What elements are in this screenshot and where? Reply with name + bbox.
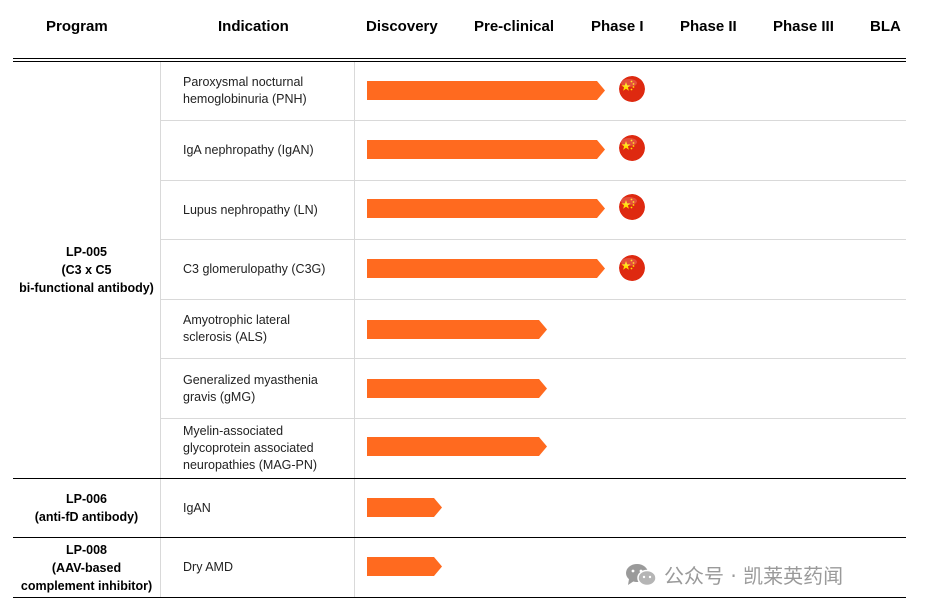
- indication-gmg: Generalized myasthenia gravis (gMG): [183, 372, 318, 404]
- indication-igan: IgA nephropathy (IgAN): [183, 143, 314, 157]
- progress-arrow-lp006-igan: [367, 498, 442, 517]
- header-preclinical: Pre-clinical: [474, 18, 555, 35]
- progress-arrow-pnh: [367, 81, 605, 100]
- header-discovery: Discovery: [366, 18, 438, 35]
- row-divider: [160, 299, 906, 300]
- header-rule: [13, 61, 906, 62]
- indication-c3g: C3 glomerulopathy (C3G): [183, 262, 326, 276]
- column-divider: [354, 62, 355, 598]
- program-divider: [13, 537, 906, 538]
- china-flag-icon: [619, 255, 645, 281]
- indication-lp006-igan: IgAN: [183, 500, 211, 515]
- progress-arrow-mag-pn: [367, 437, 547, 456]
- table-bottom-rule: [13, 597, 906, 598]
- header-rule: [13, 58, 906, 59]
- china-flag-icon: [619, 194, 645, 220]
- program-lp-006: LP-006 (anti-fD antibody): [34, 492, 139, 524]
- header-phase-2: Phase II: [680, 18, 737, 35]
- header-phase-3: Phase III: [773, 18, 834, 35]
- china-flag-icon: [619, 135, 645, 161]
- program-lp-005: LP-005 (C3 x C5 bi-functional antibody): [19, 245, 154, 295]
- header-indication: Indication: [218, 18, 289, 35]
- progress-arrow-als: [367, 320, 547, 339]
- row-divider: [160, 120, 906, 121]
- indication-als: Amyotrophic lateral sclerosis (ALS): [183, 313, 290, 344]
- row-divider: [160, 180, 906, 181]
- china-flag-icon: [619, 76, 645, 102]
- watermark: 公众号 · 凯莱英药闻: [624, 560, 843, 589]
- row-divider: [160, 239, 906, 240]
- header-bla: BLA: [870, 18, 901, 35]
- program-divider: [13, 478, 906, 479]
- progress-arrow-ln: [367, 199, 605, 218]
- progress-arrow-dry-amd: [367, 557, 442, 576]
- progress-arrow-igan: [367, 140, 605, 159]
- wechat-icon: [626, 563, 657, 586]
- column-divider: [160, 62, 161, 598]
- indication-mag-pn: Myelin-associated glycoprotein associate…: [183, 424, 318, 472]
- watermark-text: 公众号 · 凯莱英药闻: [664, 564, 844, 588]
- row-divider: [160, 418, 906, 419]
- indication-ln: Lupus nephropathy (LN): [183, 202, 318, 217]
- header-program: Program: [46, 18, 108, 35]
- program-lp-008: LP-008 (AAV-based complement inhibitor): [20, 543, 153, 593]
- header-phase-1: Phase I: [591, 18, 644, 35]
- indication-pnh: Paroxysmal nocturnal hemoglobinuria (PNH…: [183, 75, 307, 106]
- progress-arrow-c3g: [367, 259, 605, 278]
- indication-dry-amd: Dry AMD: [183, 560, 233, 574]
- row-divider: [160, 358, 906, 359]
- progress-arrow-gmg: [367, 379, 547, 398]
